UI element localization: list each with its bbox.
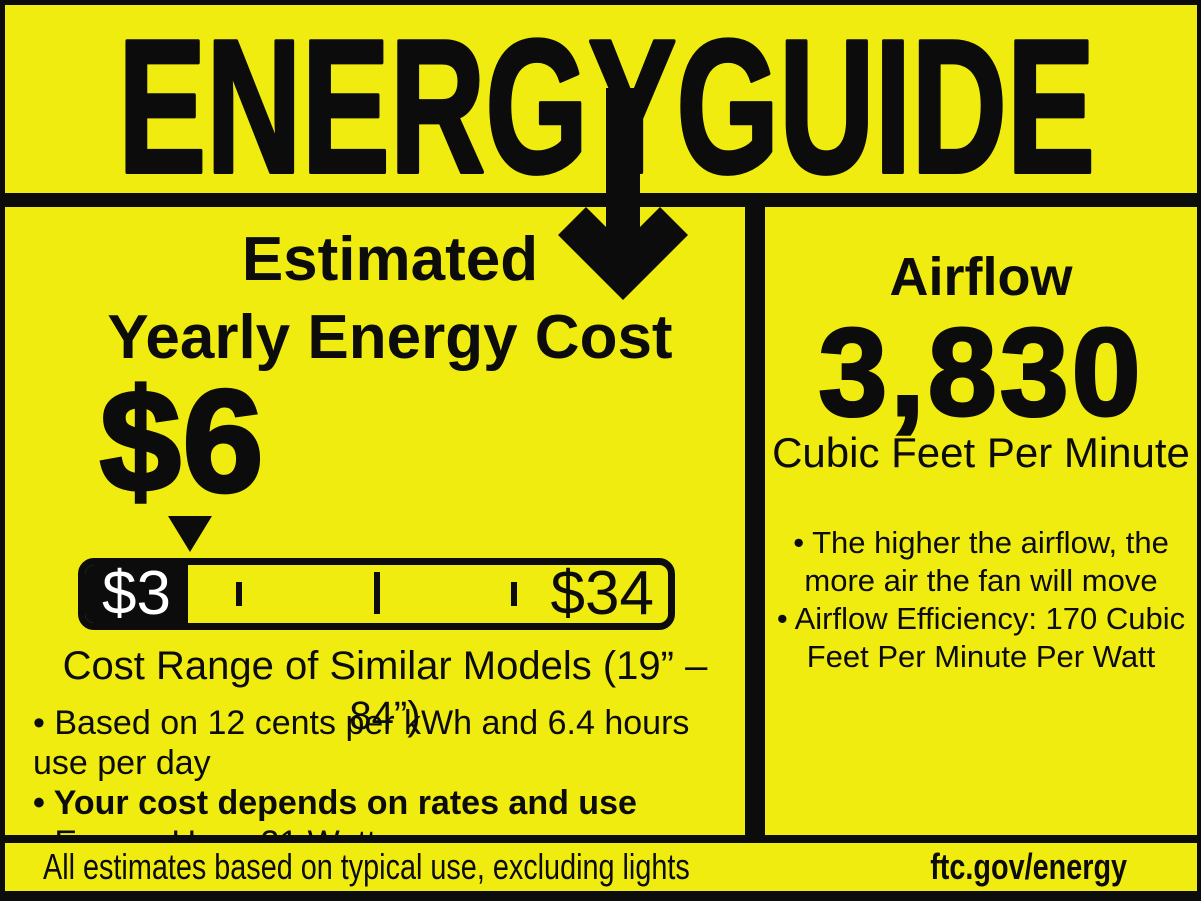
cost-range-bar: $3 $34 xyxy=(78,558,675,630)
right-panel-airflow: Airflow 3,830 Cubic Feet Per Minute • Th… xyxy=(765,207,1197,835)
footer-disclaimer: All estimates based on typical use, excl… xyxy=(43,846,690,887)
left-panel-energy-cost: Estimated Yearly Energy Cost $6 $3 $34 C… xyxy=(5,207,745,862)
estimated-heading-line1: Estimated xyxy=(241,225,539,294)
cost-range-caption: Cost Range of Similar Models (19” – 84”) xyxy=(62,644,708,738)
airflow-note-line: • Airflow Efficiency: 170 Cubic xyxy=(776,601,1186,636)
cost-range-min-segment: $3 xyxy=(85,565,188,623)
range-tick-icon xyxy=(236,582,242,606)
estimated-heading-line2: Yearly Energy Cost xyxy=(107,303,673,372)
yearly-cost-value: $6 xyxy=(98,360,266,522)
energyguide-wordmark: ENERGYGUIDE xyxy=(116,5,1097,193)
footer-strip: All estimates based on typical use, excl… xyxy=(5,843,1197,891)
footer-ftc-url: ftc.gov/energy xyxy=(930,846,1127,887)
airflow-heading: Airflow xyxy=(889,247,1073,307)
range-max-label: $34 xyxy=(550,559,654,628)
note-rate-assumption: • Based on 12 cents per kWh and 6.4 hour… xyxy=(33,704,699,782)
range-tick-icon xyxy=(374,572,380,614)
range-min-label: $3 xyxy=(102,559,171,628)
header-band: ENERGYGUIDE xyxy=(5,5,1197,193)
energy-cost-notes: • Based on 12 cents per kWh and 6.4 hour… xyxy=(33,703,745,863)
airflow-note-line: Feet Per Minute Per Watt xyxy=(806,639,1156,674)
airflow-notes: • The higher the airflow, the more air t… xyxy=(765,524,1197,676)
airflow-unit: Cubic Feet Per Minute xyxy=(772,429,1190,476)
airflow-note-line: • The higher the airflow, the xyxy=(793,525,1169,560)
range-tick-icon xyxy=(511,582,517,606)
page-title: ENERGYGUIDE xyxy=(118,5,1095,193)
note-cost-depends: • Your cost depends on rates and use xyxy=(33,784,637,822)
cost-pointer-triangle-icon xyxy=(168,516,212,552)
airflow-value: 3,830 xyxy=(817,304,1144,442)
airflow-note-line: more air the fan will move xyxy=(804,563,1158,598)
